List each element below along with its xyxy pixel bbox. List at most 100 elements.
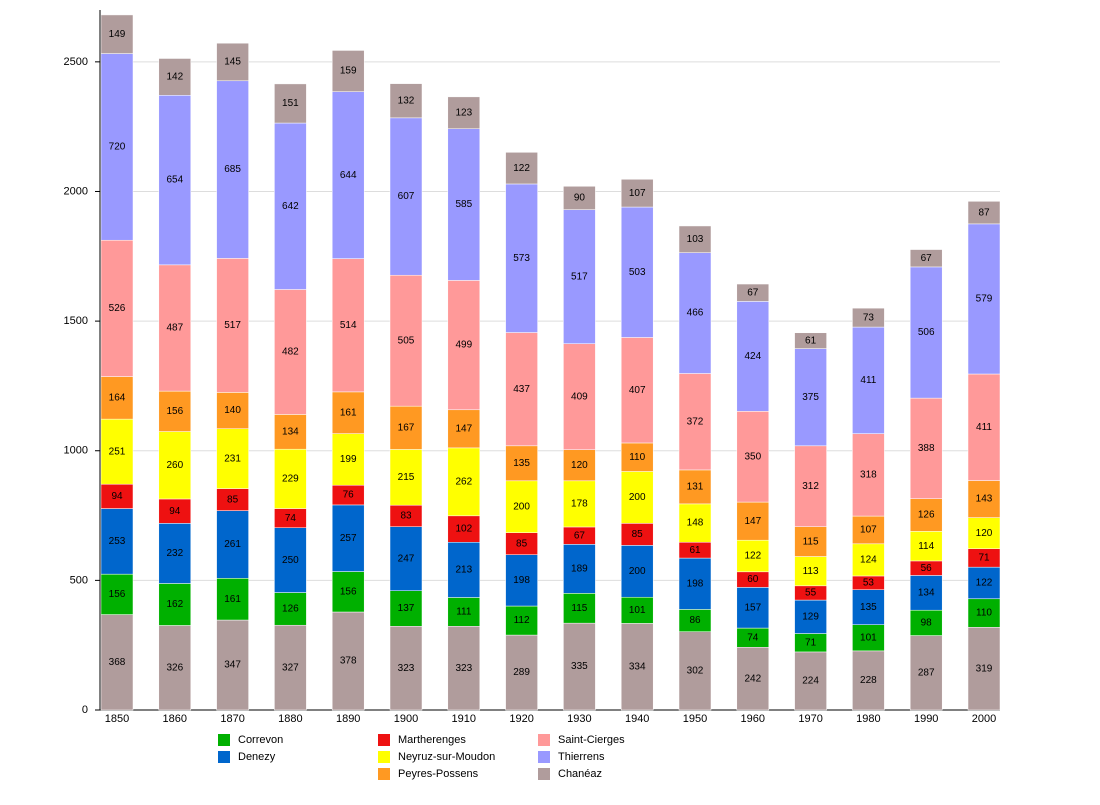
value-label: 375 — [802, 392, 819, 403]
bar-segment — [678, 503, 712, 543]
value-label: 585 — [455, 199, 472, 210]
bar-segment — [505, 445, 538, 482]
value-label: 319 — [976, 663, 993, 674]
bar-segment — [389, 449, 423, 506]
value-label: 145 — [224, 57, 241, 68]
bar-segment — [100, 14, 134, 54]
value-label: 151 — [282, 98, 299, 109]
value-label: 312 — [802, 481, 819, 492]
bar-segment — [447, 280, 481, 411]
x-tick-label: 1980 — [856, 713, 880, 725]
value-label: 94 — [169, 506, 181, 517]
value-label: 134 — [918, 587, 935, 598]
value-label: 103 — [687, 234, 704, 245]
bar-segment — [158, 625, 192, 711]
bar-segment — [620, 179, 654, 208]
value-label: 137 — [398, 603, 415, 614]
value-label: 228 — [860, 675, 877, 686]
bar-segment — [158, 498, 192, 524]
value-label: 115 — [803, 536, 819, 547]
value-label: 122 — [744, 551, 761, 562]
bar-segment — [274, 414, 307, 450]
value-label: 231 — [224, 453, 241, 464]
bar-segment — [852, 589, 885, 625]
bar-segment — [158, 431, 192, 500]
value-label: 411 — [860, 375, 876, 386]
bar-segment — [852, 515, 885, 545]
bar-segment — [447, 542, 481, 598]
bar-segment — [678, 225, 712, 253]
value-label: 143 — [976, 494, 993, 505]
bar-segment — [967, 598, 1001, 628]
value-label: 607 — [398, 191, 415, 202]
bar-segment — [852, 624, 885, 652]
x-tick-label: 1950 — [683, 713, 707, 725]
value-label: 85 — [632, 529, 644, 540]
value-label: 378 — [340, 656, 357, 667]
bar-segment — [620, 337, 654, 444]
value-label: 111 — [456, 607, 472, 618]
value-label: 262 — [455, 476, 472, 487]
value-label: 253 — [109, 536, 126, 547]
value-label: 126 — [282, 604, 299, 615]
value-label: 61 — [805, 335, 817, 346]
value-label: 503 — [629, 267, 646, 278]
bar-segment — [563, 343, 596, 450]
bar-segment — [505, 152, 538, 185]
value-label: 123 — [455, 107, 472, 118]
bar-segment — [158, 264, 192, 392]
bar-segment — [447, 515, 481, 543]
legend-label: Correvon — [238, 734, 283, 746]
bar-segment — [100, 573, 134, 615]
value-label: 90 — [574, 193, 586, 204]
bar-segment — [736, 501, 770, 541]
value-label: 147 — [455, 423, 472, 434]
value-label: 242 — [744, 673, 761, 684]
bar-segment — [447, 447, 481, 517]
bar-segment — [620, 623, 654, 711]
value-label: 129 — [802, 611, 819, 622]
value-label: 487 — [166, 323, 183, 334]
legend-swatch — [378, 734, 390, 746]
value-label: 224 — [802, 676, 819, 687]
value-label: 178 — [571, 499, 588, 510]
bar-segment — [852, 433, 885, 517]
value-label: 110 — [976, 608, 992, 619]
bar-segment — [852, 543, 885, 577]
value-label: 67 — [574, 530, 586, 541]
value-label: 213 — [455, 565, 472, 576]
value-label: 55 — [805, 588, 817, 599]
bar-segment — [794, 332, 827, 349]
bar-segment — [563, 449, 596, 482]
value-label: 199 — [340, 454, 357, 465]
value-label: 67 — [921, 253, 933, 264]
bar-segment — [852, 650, 885, 711]
value-label: 71 — [978, 553, 990, 564]
bar-segment — [678, 631, 712, 711]
value-label: 85 — [227, 494, 239, 505]
bar-segment — [563, 593, 596, 624]
value-label: 388 — [918, 443, 935, 454]
bar-segment — [216, 258, 249, 393]
x-tick-label: 1880 — [278, 713, 302, 725]
value-label: 98 — [921, 618, 933, 629]
value-label: 156 — [340, 586, 357, 597]
value-label: 149 — [109, 29, 126, 40]
value-label: 482 — [282, 347, 299, 358]
value-label: 327 — [282, 662, 299, 673]
bar-segment — [100, 614, 134, 711]
value-label: 56 — [921, 563, 933, 574]
value-label: 101 — [629, 605, 646, 616]
value-label: 107 — [860, 525, 877, 536]
bar-segment — [331, 504, 365, 572]
bar-segment — [620, 206, 654, 338]
x-tick-label: 1870 — [220, 713, 244, 725]
value-label: 250 — [282, 555, 299, 566]
bar-segment — [505, 634, 538, 711]
value-label: 102 — [455, 524, 472, 535]
legend-label: Peyres-Possens — [398, 768, 479, 780]
value-label: 156 — [109, 589, 126, 600]
value-label: 407 — [629, 385, 646, 396]
bar-segment — [216, 392, 249, 429]
bar-segment — [736, 539, 770, 573]
